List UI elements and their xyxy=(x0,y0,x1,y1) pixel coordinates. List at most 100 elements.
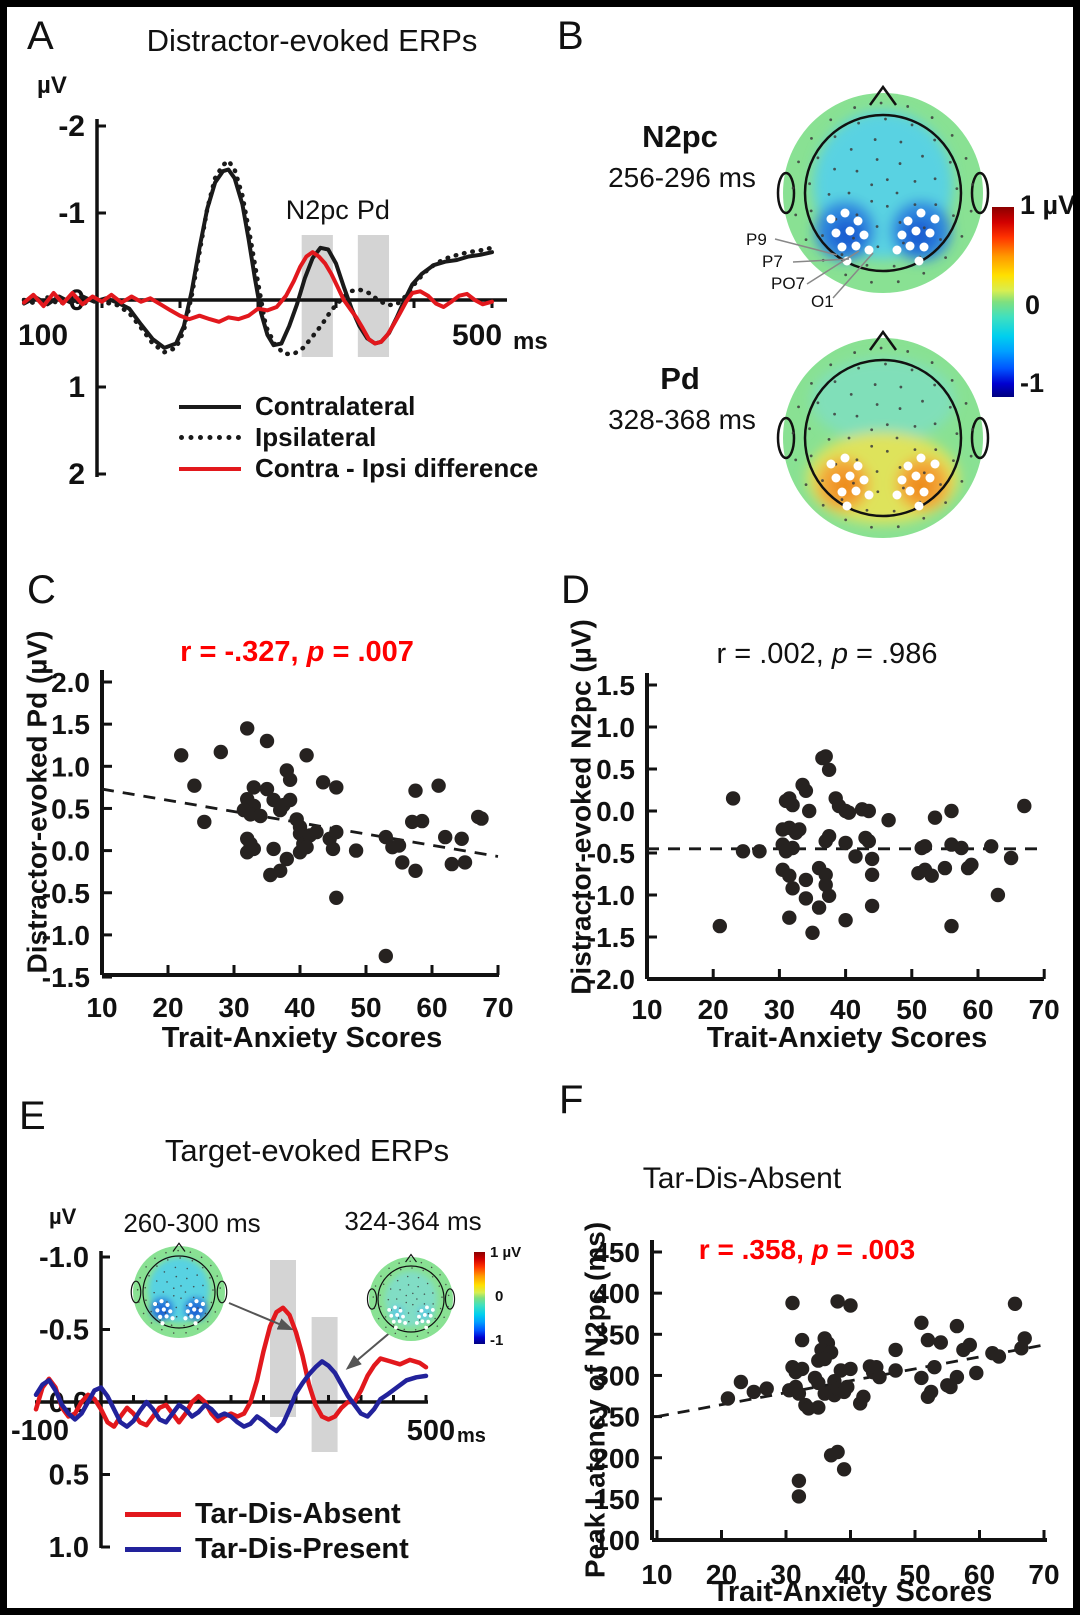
scatter-point xyxy=(752,844,767,859)
y-tick-label: -0.5 xyxy=(587,838,635,869)
y-tick-label: -0.5 xyxy=(42,878,90,909)
highlighted-electrode-dot xyxy=(897,230,907,240)
electrode-dot xyxy=(870,199,874,203)
scatter-point xyxy=(984,839,999,854)
electrode-dot xyxy=(944,501,948,505)
scatter-point xyxy=(213,744,228,760)
highlighted-electrode-dot xyxy=(911,226,921,236)
electrode-dot xyxy=(969,209,973,213)
erp-target-plot: -1.0-0.50.00.51.0-100 500 ms xyxy=(11,1242,486,1564)
scatter-point xyxy=(949,1318,965,1334)
right-ear-icon xyxy=(216,1280,228,1304)
erp-series-Tar-Dis-Present xyxy=(33,1359,429,1434)
electrode-dot xyxy=(377,1317,380,1320)
electrode-dot xyxy=(407,1284,410,1286)
right-ear-icon xyxy=(444,1288,456,1310)
scatter-point xyxy=(821,762,837,777)
y-tick-label: 0.5 xyxy=(49,1460,89,1492)
electrode-dot xyxy=(200,1256,203,1259)
scatter-point xyxy=(843,1298,858,1313)
electrode-dot xyxy=(155,1280,158,1282)
erp-series-Contra - Ipsi difference xyxy=(22,250,494,346)
highlighted-electrode-dot xyxy=(845,226,855,236)
head-outline xyxy=(142,1255,216,1329)
electrode-dot xyxy=(902,486,905,490)
electrode-dot xyxy=(210,1264,212,1267)
highlighted-electrode-dot xyxy=(851,486,861,496)
electrode-dot xyxy=(922,516,926,520)
highlighted-electrode-dot xyxy=(853,216,863,226)
highlighted-electrode-dot xyxy=(930,459,940,469)
legend-label: Contra - Ipsi difference xyxy=(255,452,539,483)
legend-item-tar-dis-absent: Tar-Dis-Absent xyxy=(125,1497,409,1532)
scatter-point xyxy=(861,803,876,819)
scatter-point xyxy=(720,1391,736,1406)
window-label: Pd xyxy=(357,195,390,225)
highlighted-electrode-dot xyxy=(192,1307,197,1312)
electrode-dot xyxy=(202,1284,204,1287)
highlighted-electrode-dot xyxy=(188,1302,193,1307)
electrode-dot xyxy=(218,1299,221,1302)
mini-colorbar-max-label: 1 µV xyxy=(490,1244,522,1261)
pd-map-title: Pd xyxy=(660,361,700,396)
highlighted-electrode-dot xyxy=(403,1321,408,1325)
n2pc-map-window: 256-296 ms xyxy=(608,162,756,193)
highlighted-electrode-dot xyxy=(189,1314,194,1319)
y-tick-label: 1.0 xyxy=(596,712,635,743)
scatter-point xyxy=(309,824,324,840)
electrode-dot xyxy=(408,1320,410,1323)
x-max-label: 500 xyxy=(407,1415,455,1447)
panel-b-letter: B xyxy=(557,14,584,58)
electrode-dot xyxy=(417,1310,419,1313)
scatter-point xyxy=(791,1473,807,1488)
electrode-dot xyxy=(852,481,855,485)
electrode-dot xyxy=(898,466,902,469)
right-ear-icon xyxy=(970,171,990,215)
scatter-point xyxy=(259,733,275,749)
left-ear-icon xyxy=(776,416,796,460)
highlighted-electrode-dot xyxy=(930,214,940,224)
electrode-dot xyxy=(409,1260,411,1262)
scatter-point xyxy=(821,829,837,844)
erp-series-Contralateral xyxy=(22,167,494,350)
electrode-dot xyxy=(166,1301,168,1303)
highlighted-electrode-dot xyxy=(903,461,913,471)
electrode-dot xyxy=(399,1289,401,1291)
electrode-dot xyxy=(159,1319,161,1322)
x-tick-label: 40 xyxy=(284,992,315,1023)
scatter-point xyxy=(843,1361,858,1377)
electrode-dot xyxy=(439,1307,442,1310)
scatter-point xyxy=(246,780,261,795)
highlighted-electrode-dot xyxy=(414,1321,419,1325)
electrode-dot xyxy=(816,401,820,405)
electrode-dot xyxy=(427,1312,430,1315)
electrode-dot xyxy=(816,156,820,160)
highlighted-electrode-dot xyxy=(911,471,921,481)
electrode-dot xyxy=(885,423,889,427)
scatter-point xyxy=(917,839,933,854)
electrode-dot xyxy=(833,135,837,139)
electrode-dot xyxy=(172,1287,175,1290)
highlighted-electrode-dot xyxy=(903,216,913,226)
electrode-dot xyxy=(898,221,902,224)
scatter-point xyxy=(848,849,863,864)
red-line-icon xyxy=(125,1512,181,1517)
legend-label: Contralateral xyxy=(255,390,416,421)
electrode-dot xyxy=(191,1259,194,1262)
electrode-dot xyxy=(439,1274,441,1276)
electrode-dot xyxy=(384,1316,387,1318)
stats-p-value: = .986 xyxy=(847,638,938,670)
electrode-dot xyxy=(794,213,798,217)
y-tick-label: 1.5 xyxy=(596,670,635,701)
electrode-pointer-line xyxy=(832,252,874,299)
x-tick-label: 10 xyxy=(86,992,117,1023)
electrode-dot xyxy=(913,448,917,452)
scatter-point xyxy=(782,868,797,883)
highlighted-electrode-dot xyxy=(831,228,841,238)
electrode-dot xyxy=(180,1297,182,1299)
scatter-point xyxy=(888,1342,903,1358)
electrode-dot xyxy=(411,1267,413,1269)
target-late-topomap xyxy=(366,1253,456,1341)
x-unit-label: ms xyxy=(457,1425,486,1447)
electrode-dot xyxy=(412,1292,414,1295)
